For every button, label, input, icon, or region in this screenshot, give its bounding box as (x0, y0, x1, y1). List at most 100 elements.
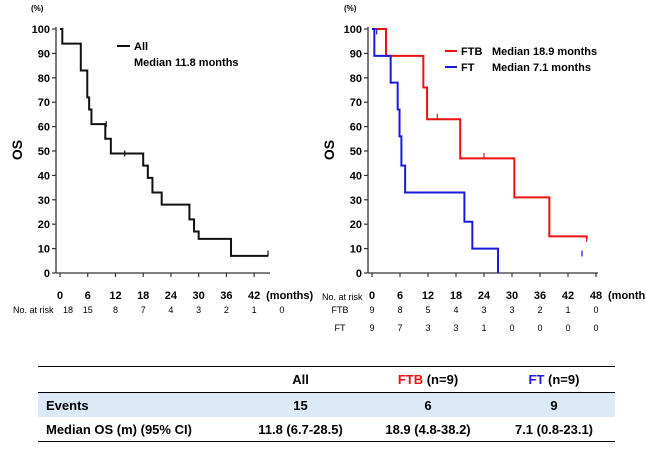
header-all: All (292, 372, 309, 387)
table-row-median-os: Median OS (m) (95% CI) 11.8 (6.7-28.5) 1… (38, 417, 615, 442)
risk-value: 3 (453, 323, 458, 333)
risk-value: 3 (196, 305, 201, 315)
risk-value: 0 (537, 323, 542, 333)
y-tick-label: 0 (356, 268, 362, 280)
risk-value: 9 (369, 305, 374, 315)
x-tick-label: 12 (422, 290, 434, 302)
x-tick-label: 0 (57, 290, 63, 302)
y-tick-label: 90 (350, 48, 362, 60)
y-tick-label: 50 (38, 146, 50, 158)
y-tick-label: 70 (350, 97, 362, 109)
y-tick-label: 90 (38, 48, 50, 60)
x-tick-label: 42 (562, 290, 574, 302)
x-axis-label: (months) (266, 290, 313, 302)
risk-value: 18 (63, 305, 73, 315)
header-ftb: FTB (n=9) (363, 367, 493, 393)
x-tick-label: 12 (109, 290, 121, 302)
risk-value: 3 (481, 305, 486, 315)
header-ft: FT (n=9) (493, 367, 615, 393)
y-tick-label: 10 (38, 244, 50, 256)
x-tick-label: 30 (506, 290, 518, 302)
legend-name: FTB (461, 46, 482, 58)
y-tick-label: 100 (344, 24, 362, 36)
cell-ft: 7.1 (0.8-23.1) (514, 421, 594, 437)
row-label: Median OS (m) (95% CI) (46, 421, 192, 437)
risk-value: 0 (279, 305, 284, 315)
y-tick-label: 30 (38, 195, 50, 207)
risk-value: 1 (481, 323, 486, 333)
y-tick-label: 60 (350, 122, 362, 134)
header-ft-n: (n=9) (544, 372, 580, 387)
risk-value: 8 (397, 305, 402, 315)
legend-name: All (134, 41, 148, 53)
risk-value: 0 (565, 323, 570, 333)
y-tick-label: 80 (350, 73, 362, 85)
risk-value: 9 (369, 323, 374, 333)
y-tick-label: 80 (38, 73, 50, 85)
risk-table-label: No. at risk (13, 305, 54, 315)
risk-value: 0 (593, 305, 598, 315)
x-tick-label: 48 (590, 290, 602, 302)
y-tick-label: 20 (38, 219, 50, 231)
risk-row-name: FTB (332, 305, 349, 315)
risk-value: 8 (113, 305, 118, 315)
x-tick-label: 30 (193, 290, 205, 302)
header-ftb-n: (n=9) (423, 372, 459, 387)
x-tick-label: 24 (478, 290, 491, 302)
legend-median: Median 11.8 months (134, 57, 239, 69)
x-tick-label: 18 (137, 290, 149, 302)
x-tick-label: 42 (248, 290, 260, 302)
risk-table-label: No. at risk (322, 292, 363, 302)
series-line-all (60, 28, 268, 257)
risk-value: 1 (252, 305, 257, 315)
risk-value: 0 (509, 323, 514, 333)
risk-value: 2 (537, 305, 542, 315)
y-axis-label: OS (321, 140, 337, 160)
y-unit-label: (%) (31, 4, 44, 13)
risk-value: 4 (453, 305, 458, 315)
risk-value: 15 (83, 305, 93, 315)
legend-median: Median 18.9 months (492, 46, 597, 58)
risk-value: 0 (593, 323, 598, 333)
x-tick-label: 36 (534, 290, 546, 302)
table-row-events: Events 15 6 9 (38, 392, 615, 417)
risk-row-name: FT (335, 323, 346, 333)
y-tick-label: 0 (44, 268, 50, 280)
risk-value: 7 (141, 305, 146, 315)
y-tick-label: 40 (38, 170, 50, 182)
summary-table: All FTB (n=9) FT (n=9) Events 15 6 9 Med… (38, 366, 615, 442)
x-tick-label: 6 (85, 290, 91, 302)
risk-value: 5 (425, 305, 430, 315)
series-line-ftb (372, 28, 588, 239)
y-tick-label: 10 (350, 244, 362, 256)
x-tick-label: 24 (165, 290, 178, 302)
cell-ft: 9 (550, 397, 558, 413)
x-tick-label: 36 (220, 290, 232, 302)
y-tick-label: 40 (350, 170, 362, 182)
y-tick-label: 100 (32, 24, 50, 36)
y-tick-label: 20 (350, 219, 362, 231)
row-label: Events (46, 397, 89, 413)
risk-value: 3 (509, 305, 514, 315)
x-axis-label: (months) (608, 290, 646, 302)
risk-value: 1 (565, 305, 570, 315)
risk-value: 3 (425, 323, 430, 333)
x-tick-label: 0 (369, 290, 375, 302)
risk-value: 4 (168, 305, 173, 315)
y-unit-label: (%) (344, 4, 357, 13)
risk-value: 7 (397, 323, 402, 333)
legend-name: FT (461, 62, 475, 74)
series-line-ft (372, 28, 499, 273)
cell-ftb: 6 (424, 397, 432, 413)
x-tick-label: 18 (450, 290, 462, 302)
legend-median: Median 7.1 months (492, 62, 591, 74)
risk-value: 2 (224, 305, 229, 315)
header-empty (38, 367, 238, 393)
x-tick-label: 6 (397, 290, 403, 302)
y-tick-label: 60 (38, 122, 50, 134)
cell-all: 15 (293, 397, 308, 413)
y-tick-label: 70 (38, 97, 50, 109)
header-ftb-label: FTB (397, 372, 424, 387)
